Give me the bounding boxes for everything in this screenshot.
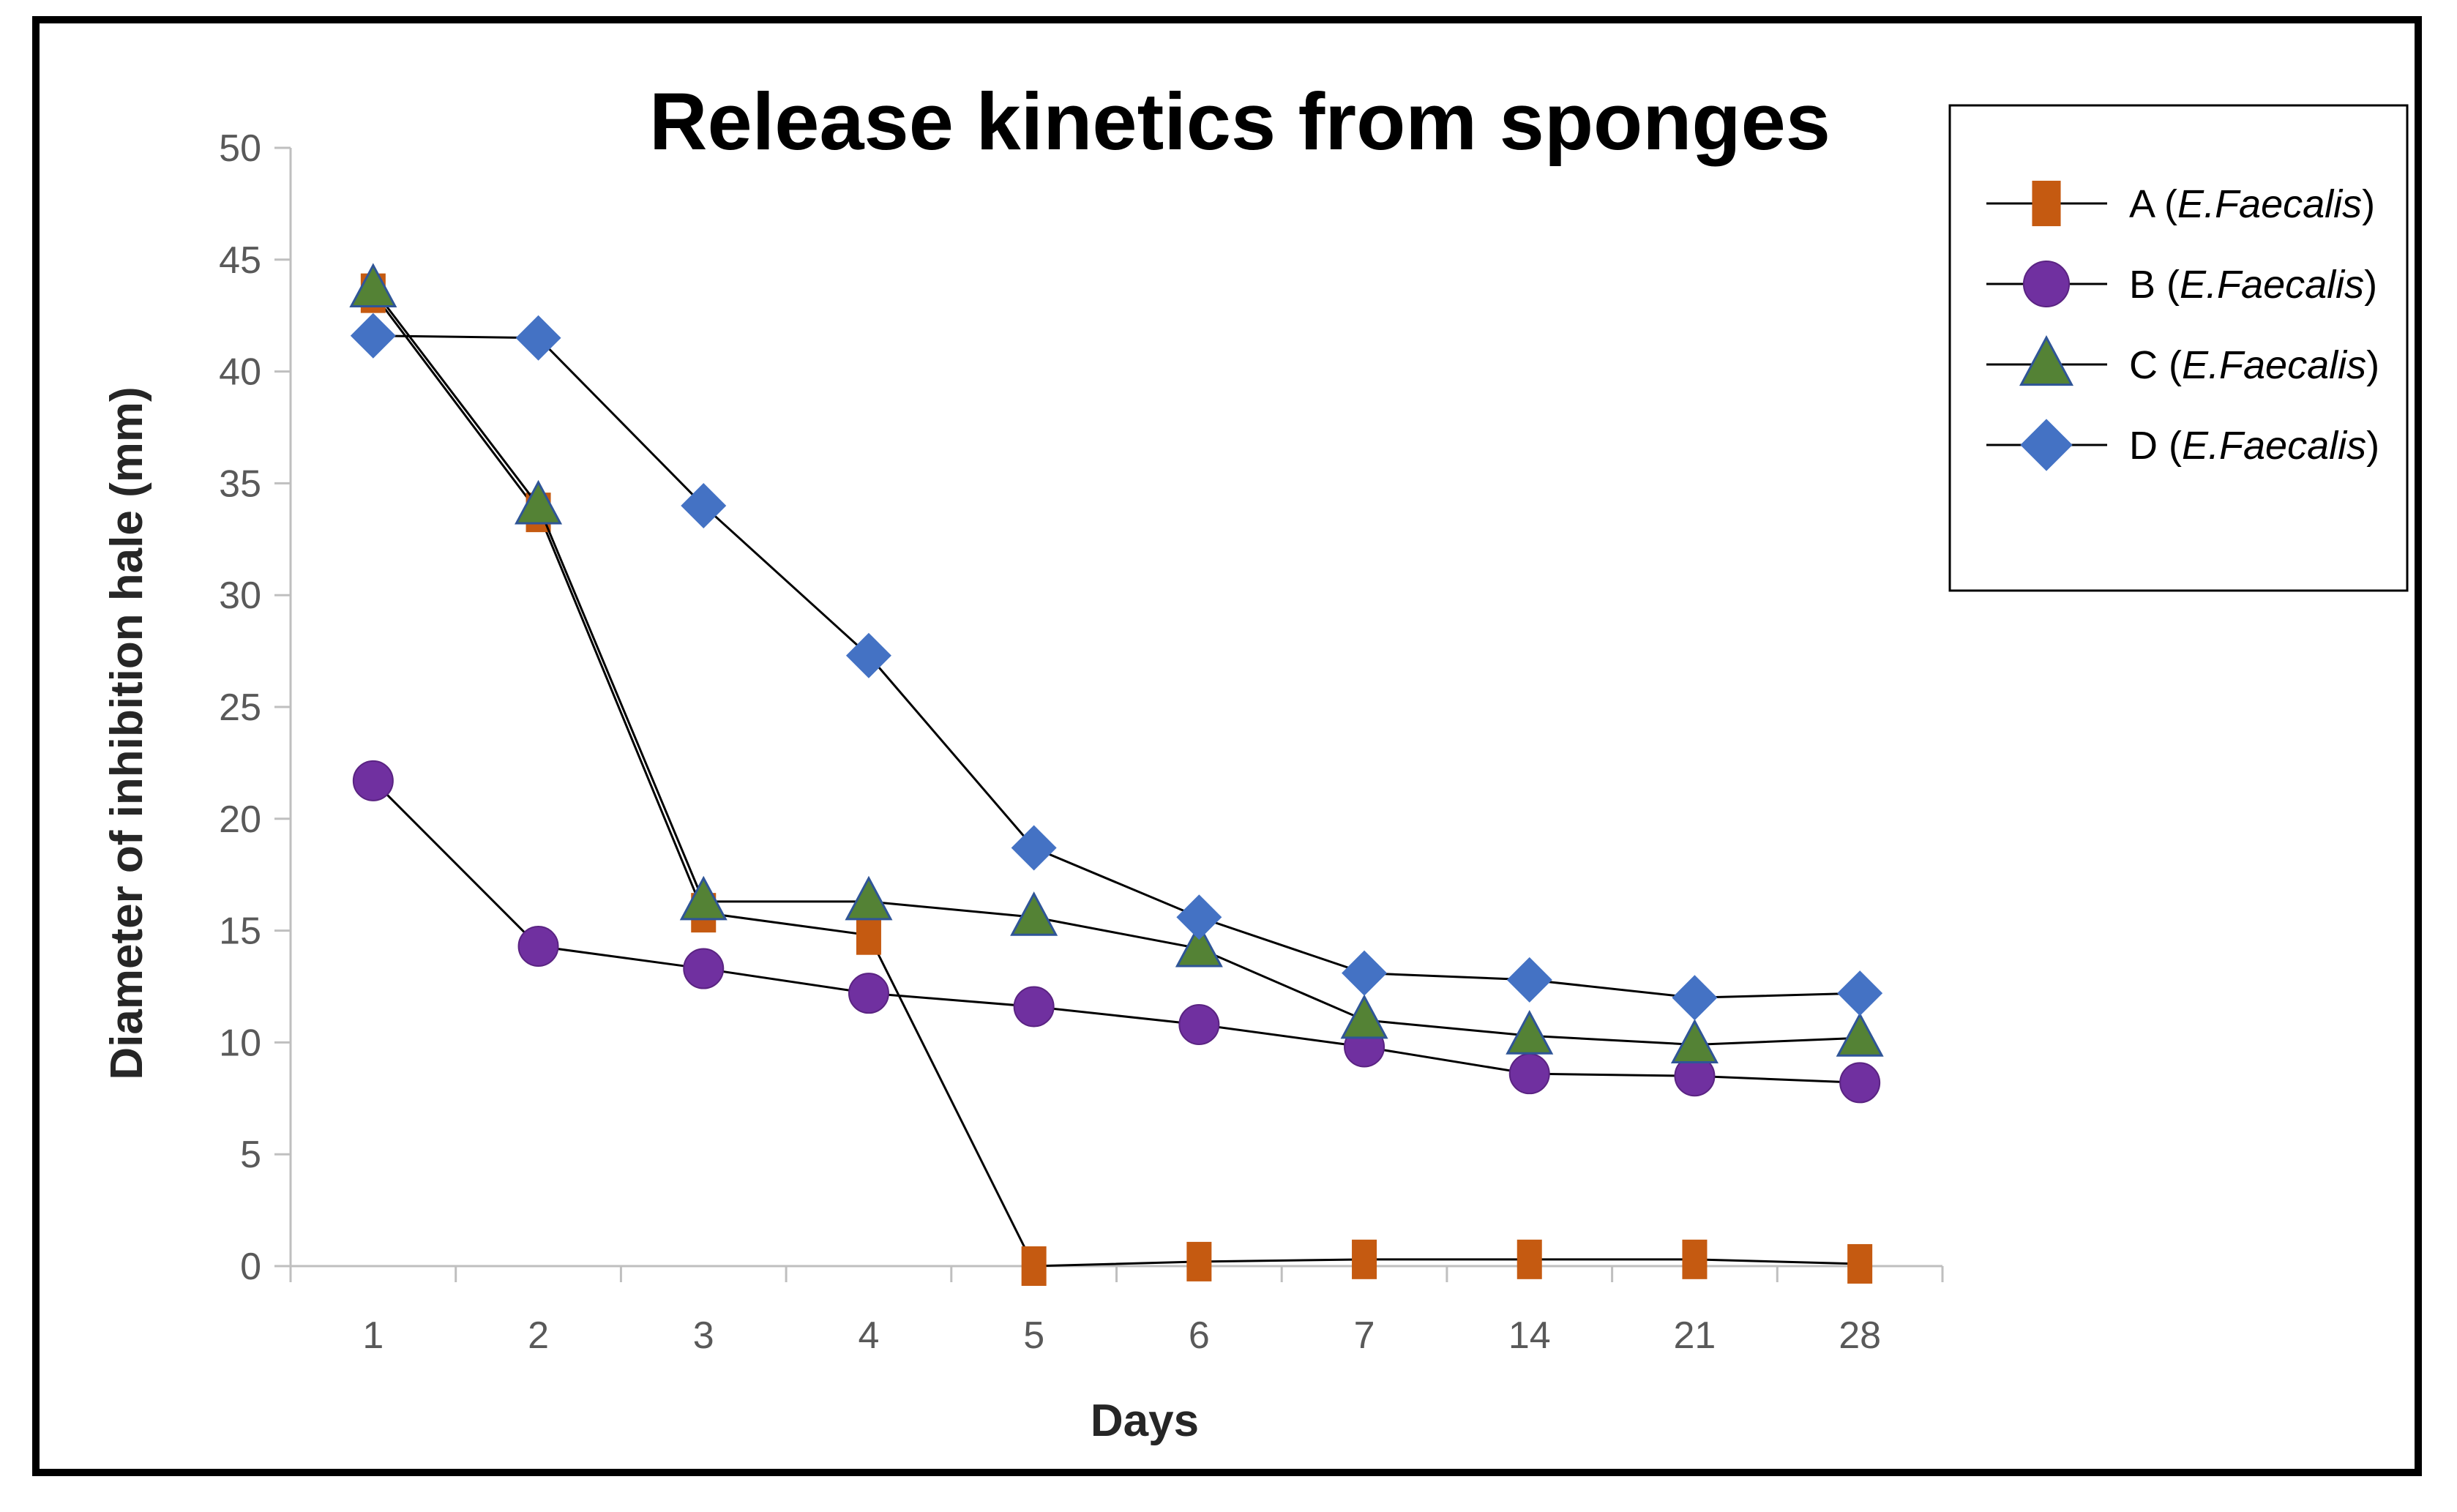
series-a-point: [1847, 1243, 1873, 1284]
series-c-point: [515, 479, 563, 525]
chart-frame: Release kinetics from sponges 0 5 10 15 20 25…: [32, 16, 2422, 1476]
series-d-point: [1506, 957, 1552, 1003]
series-c-point: [1010, 891, 1058, 936]
series-d-point: [1672, 975, 1718, 1021]
series-c-point: [1340, 994, 1388, 1039]
y-tick-label: 15: [219, 910, 261, 953]
legend-marker-a: [2032, 180, 2061, 227]
y-tick-label: 25: [219, 686, 261, 729]
x-tick-label: 21: [1674, 1314, 1716, 1357]
series-c-point: [1175, 922, 1223, 968]
legend-box: [1948, 104, 2409, 592]
series-d-point: [515, 315, 561, 361]
x-tick-label: 6: [1189, 1314, 1210, 1357]
series-c-point: [1836, 1012, 1884, 1057]
y-axis-title: Diameter of inhibition hale (mm): [102, 386, 152, 1079]
series-a-point: [1682, 1239, 1708, 1279]
series-c-point: [1506, 1010, 1554, 1055]
series-b-point: [1013, 986, 1055, 1028]
series-b-point: [1839, 1062, 1881, 1104]
y-tick-label: 50: [219, 127, 261, 170]
legend-marker-c: [2019, 335, 2074, 386]
series-b-line: [372, 779, 1860, 1084]
series-d-line: [373, 334, 1860, 999]
series-c-point: [1670, 1019, 1719, 1063]
legend-label-d: D (E.Faecalis): [2129, 424, 2379, 468]
series-d-point: [845, 632, 891, 678]
x-axis-title: Days: [1091, 1396, 1199, 1446]
legend: A (E.Faecalis) B (E.Faecalis) C (E.Faecali…: [1948, 104, 2409, 592]
series-c: [349, 263, 1884, 1063]
series-b-point: [517, 925, 559, 967]
series-d: [350, 312, 1883, 1021]
series-a-point: [856, 915, 881, 955]
series-d-point: [1176, 894, 1222, 940]
series-a: [360, 273, 1873, 1286]
y-tick-label: 5: [240, 1134, 261, 1176]
y-tick-label: 20: [219, 798, 261, 841]
series-c-point: [845, 875, 893, 921]
series-layer: [349, 263, 1884, 1286]
series-a-point: [1352, 1239, 1377, 1279]
legend-marker-d: [2020, 419, 2073, 471]
x-tick-label: 4: [858, 1314, 879, 1357]
x-tick-label: 5: [1023, 1314, 1044, 1357]
legend-marker-b: [2022, 260, 2071, 308]
series-c-point: [679, 875, 728, 921]
series-b: [352, 760, 1881, 1104]
series-b-point: [1508, 1053, 1550, 1095]
series-d-point: [1342, 950, 1388, 996]
y-tick-label: 30: [219, 575, 261, 617]
series-b-point: [683, 948, 725, 989]
x-tick-label: 1: [362, 1314, 384, 1357]
legend-label-b: B (E.Faecalis): [2129, 263, 2377, 307]
chart-title: Release kinetics from sponges: [649, 77, 1830, 167]
legend-label-c: C (E.Faecalis): [2129, 343, 2379, 387]
series-d-point: [1837, 970, 1883, 1017]
series-b-point: [352, 760, 394, 801]
y-tick-label: 45: [219, 239, 261, 282]
x-tick-label: 2: [528, 1314, 549, 1357]
series-c-point: [349, 263, 397, 308]
series-c-line: [372, 288, 1860, 1046]
y-tick-label: 0: [240, 1246, 261, 1288]
y-tick-label: 35: [219, 463, 261, 505]
series-b-point: [1178, 1003, 1220, 1045]
y-tick-label: 40: [219, 351, 261, 394]
series-a-point: [1517, 1239, 1542, 1279]
x-tick-label: 7: [1354, 1314, 1375, 1357]
series-a-point: [1021, 1246, 1047, 1286]
legend-label-a: A (E.Faecalis): [2129, 182, 2375, 226]
x-tick-label: 14: [1508, 1314, 1551, 1357]
series-b-point: [848, 973, 889, 1014]
series-a-point: [1186, 1241, 1212, 1281]
y-tick-label: 10: [219, 1022, 261, 1064]
x-tick-label: 3: [693, 1314, 714, 1357]
series-d-point: [350, 312, 396, 359]
line-chart: Release kinetics from sponges 0510152025…: [102, 77, 2409, 1446]
x-tick-label: 28: [1839, 1314, 1881, 1357]
series-d-point: [681, 482, 727, 528]
series-d-point: [1011, 825, 1057, 871]
series-a-line: [372, 292, 1860, 1268]
